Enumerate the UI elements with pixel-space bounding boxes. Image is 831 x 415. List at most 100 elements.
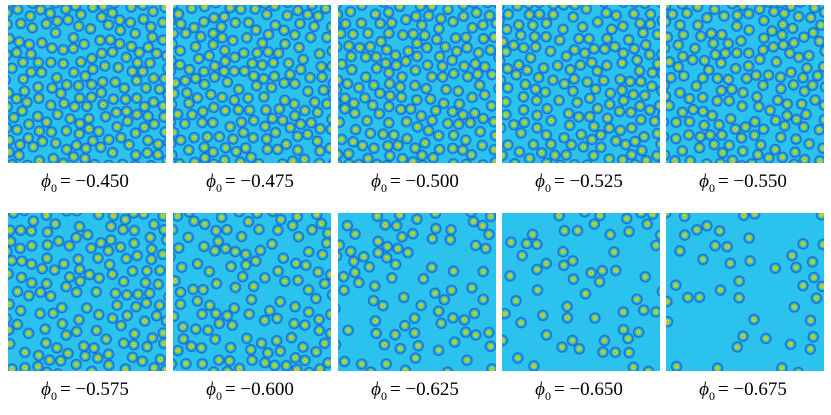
- particle: [92, 125, 106, 138]
- particles: [502, 5, 660, 163]
- particle: [207, 158, 220, 163]
- particle: [140, 264, 154, 278]
- particle: [8, 6, 14, 19]
- particle: [258, 356, 272, 369]
- particle: [614, 124, 627, 137]
- particle: [776, 18, 790, 31]
- caption-subscript: 0: [545, 181, 551, 195]
- particle: [292, 41, 306, 54]
- particle: [22, 289, 36, 302]
- particle: [143, 287, 156, 300]
- particle: [338, 27, 347, 40]
- particle: [157, 110, 166, 124]
- particle: [344, 245, 357, 258]
- particle: [318, 277, 331, 290]
- particle: [43, 353, 56, 367]
- particle: [385, 271, 399, 285]
- particle: [228, 94, 241, 107]
- particle: [44, 56, 57, 69]
- particle: [732, 291, 746, 304]
- particle: [471, 67, 484, 81]
- particle: [524, 51, 537, 65]
- particle: [338, 8, 344, 21]
- particle: [370, 158, 383, 163]
- particle: [152, 138, 165, 151]
- particle: [447, 67, 460, 80]
- particle: [198, 218, 211, 231]
- particle: [173, 310, 180, 323]
- particle: [271, 264, 285, 278]
- particle: [277, 76, 291, 90]
- particle: [628, 42, 641, 55]
- particle: [218, 55, 232, 68]
- particle: [221, 365, 234, 371]
- particle: [567, 272, 580, 286]
- particle: [346, 28, 360, 41]
- particle: [597, 74, 610, 87]
- particle: [223, 5, 237, 14]
- particle: [408, 312, 421, 325]
- particle: [709, 239, 722, 252]
- particle: [714, 283, 727, 297]
- particle: [678, 228, 691, 242]
- particle: [395, 91, 408, 104]
- particle: [446, 15, 460, 28]
- particle: [370, 50, 383, 64]
- particle: [397, 291, 410, 304]
- particle: [229, 281, 242, 294]
- particle: [531, 283, 544, 297]
- particle: [201, 130, 214, 143]
- particle: [598, 334, 611, 347]
- particle: [50, 341, 64, 355]
- particle: [23, 38, 36, 51]
- particle: [517, 90, 530, 104]
- particle: [485, 362, 496, 371]
- particle: [49, 26, 62, 39]
- particle: [345, 63, 358, 76]
- caption: ϕ0 = −0.475: [206, 171, 294, 195]
- particle: [742, 23, 756, 37]
- particle: [736, 99, 749, 113]
- particle: [547, 5, 560, 11]
- particle: [753, 53, 766, 66]
- particle: [627, 88, 640, 101]
- particle: [313, 144, 327, 158]
- particle: [196, 105, 210, 118]
- particle: [185, 5, 198, 15]
- particle: [604, 87, 617, 100]
- particle: [8, 267, 15, 281]
- particle: [262, 45, 275, 59]
- particle: [338, 148, 344, 161]
- particle: [47, 152, 60, 163]
- particle: [502, 5, 506, 12]
- particle: [157, 337, 166, 350]
- particle: [694, 130, 707, 143]
- caption: ϕ0 = −0.550: [699, 171, 787, 195]
- particle: [70, 139, 83, 152]
- particle: [176, 320, 190, 334]
- snapshot: [173, 213, 331, 371]
- particle: [208, 70, 221, 84]
- particle: [458, 313, 471, 327]
- particle: [742, 7, 755, 20]
- particle: [128, 327, 141, 341]
- particle: [371, 235, 385, 248]
- particle: [72, 253, 85, 266]
- particle: [603, 98, 616, 111]
- particle: [72, 19, 86, 33]
- particle: [291, 130, 304, 143]
- particle: [817, 238, 824, 251]
- particle: [48, 263, 61, 277]
- particle: [268, 70, 281, 83]
- particle: [288, 77, 302, 91]
- particle: [140, 296, 153, 310]
- particle: [449, 31, 462, 45]
- particle: [533, 5, 545, 9]
- particle: [32, 56, 45, 69]
- particle: [114, 319, 128, 332]
- particle: [303, 71, 317, 84]
- particle: [301, 85, 315, 98]
- particle: [604, 228, 617, 241]
- particle: [371, 213, 384, 223]
- particle: [394, 80, 407, 94]
